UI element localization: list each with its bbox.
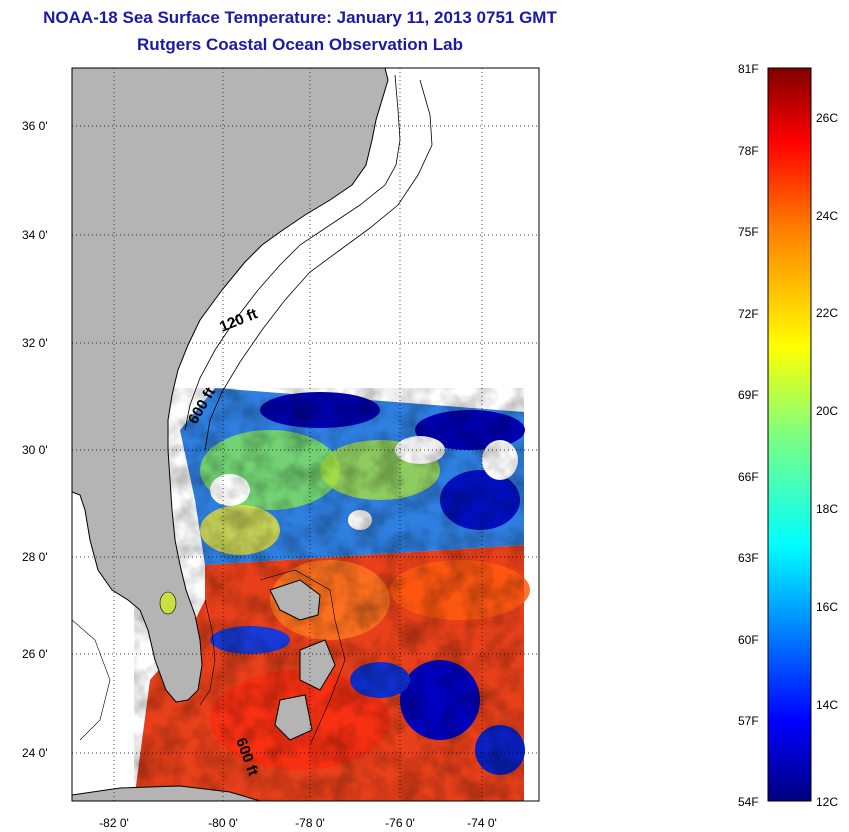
colorbar-f-label: 69F (738, 388, 759, 402)
colorbar-c-label: 18C (816, 502, 838, 516)
map-subtitle: Rutgers Coastal Ocean Observation Lab (137, 35, 463, 54)
lat-tick: 30 0' (22, 443, 48, 457)
lat-tick: 32 0' (22, 336, 48, 350)
lon-tick: -74 0' (467, 816, 497, 830)
lat-tick: 28 0' (22, 550, 48, 564)
land-us-coast (72, 68, 389, 703)
lon-tick: -80 0' (208, 816, 238, 830)
colorbar-c-label: 26C (816, 111, 838, 125)
lat-tick: 36 0' (22, 119, 48, 133)
map-frame (71, 67, 540, 802)
colorbar-c-label: 22C (816, 306, 838, 320)
colorbar-f-label: 54F (738, 795, 759, 809)
lon-tick: -82 0' (99, 816, 129, 830)
colorbar-f-label: 78F (738, 144, 759, 158)
lat-tick: 26 0' (22, 647, 48, 661)
colorbar-f-label: 81F (738, 62, 759, 76)
colorbar-c-label: 16C (816, 600, 838, 614)
colorbar-f-label: 72F (738, 307, 759, 321)
colorbar-c-label: 12C (816, 795, 838, 809)
map-title: NOAA-18 Sea Surface Temperature: January… (43, 8, 557, 27)
colorbar-c-label: 24C (816, 209, 838, 223)
colorbar-f-label: 75F (738, 225, 759, 239)
colorbar-c-label: 14C (816, 698, 838, 712)
colorbar-f-label: 57F (738, 714, 759, 728)
lon-tick: -76 0' (385, 816, 415, 830)
lat-tick: 24 0' (22, 746, 48, 760)
lon-tick: -78 0' (295, 816, 325, 830)
colorbar-f-label: 66F (738, 470, 759, 484)
colorbar-c-label: 20C (816, 404, 838, 418)
colorbar-f-label: 60F (738, 633, 759, 647)
colorbar-f-label: 63F (738, 551, 759, 565)
lat-tick: 34 0' (22, 228, 48, 242)
colorbar (767, 67, 812, 802)
